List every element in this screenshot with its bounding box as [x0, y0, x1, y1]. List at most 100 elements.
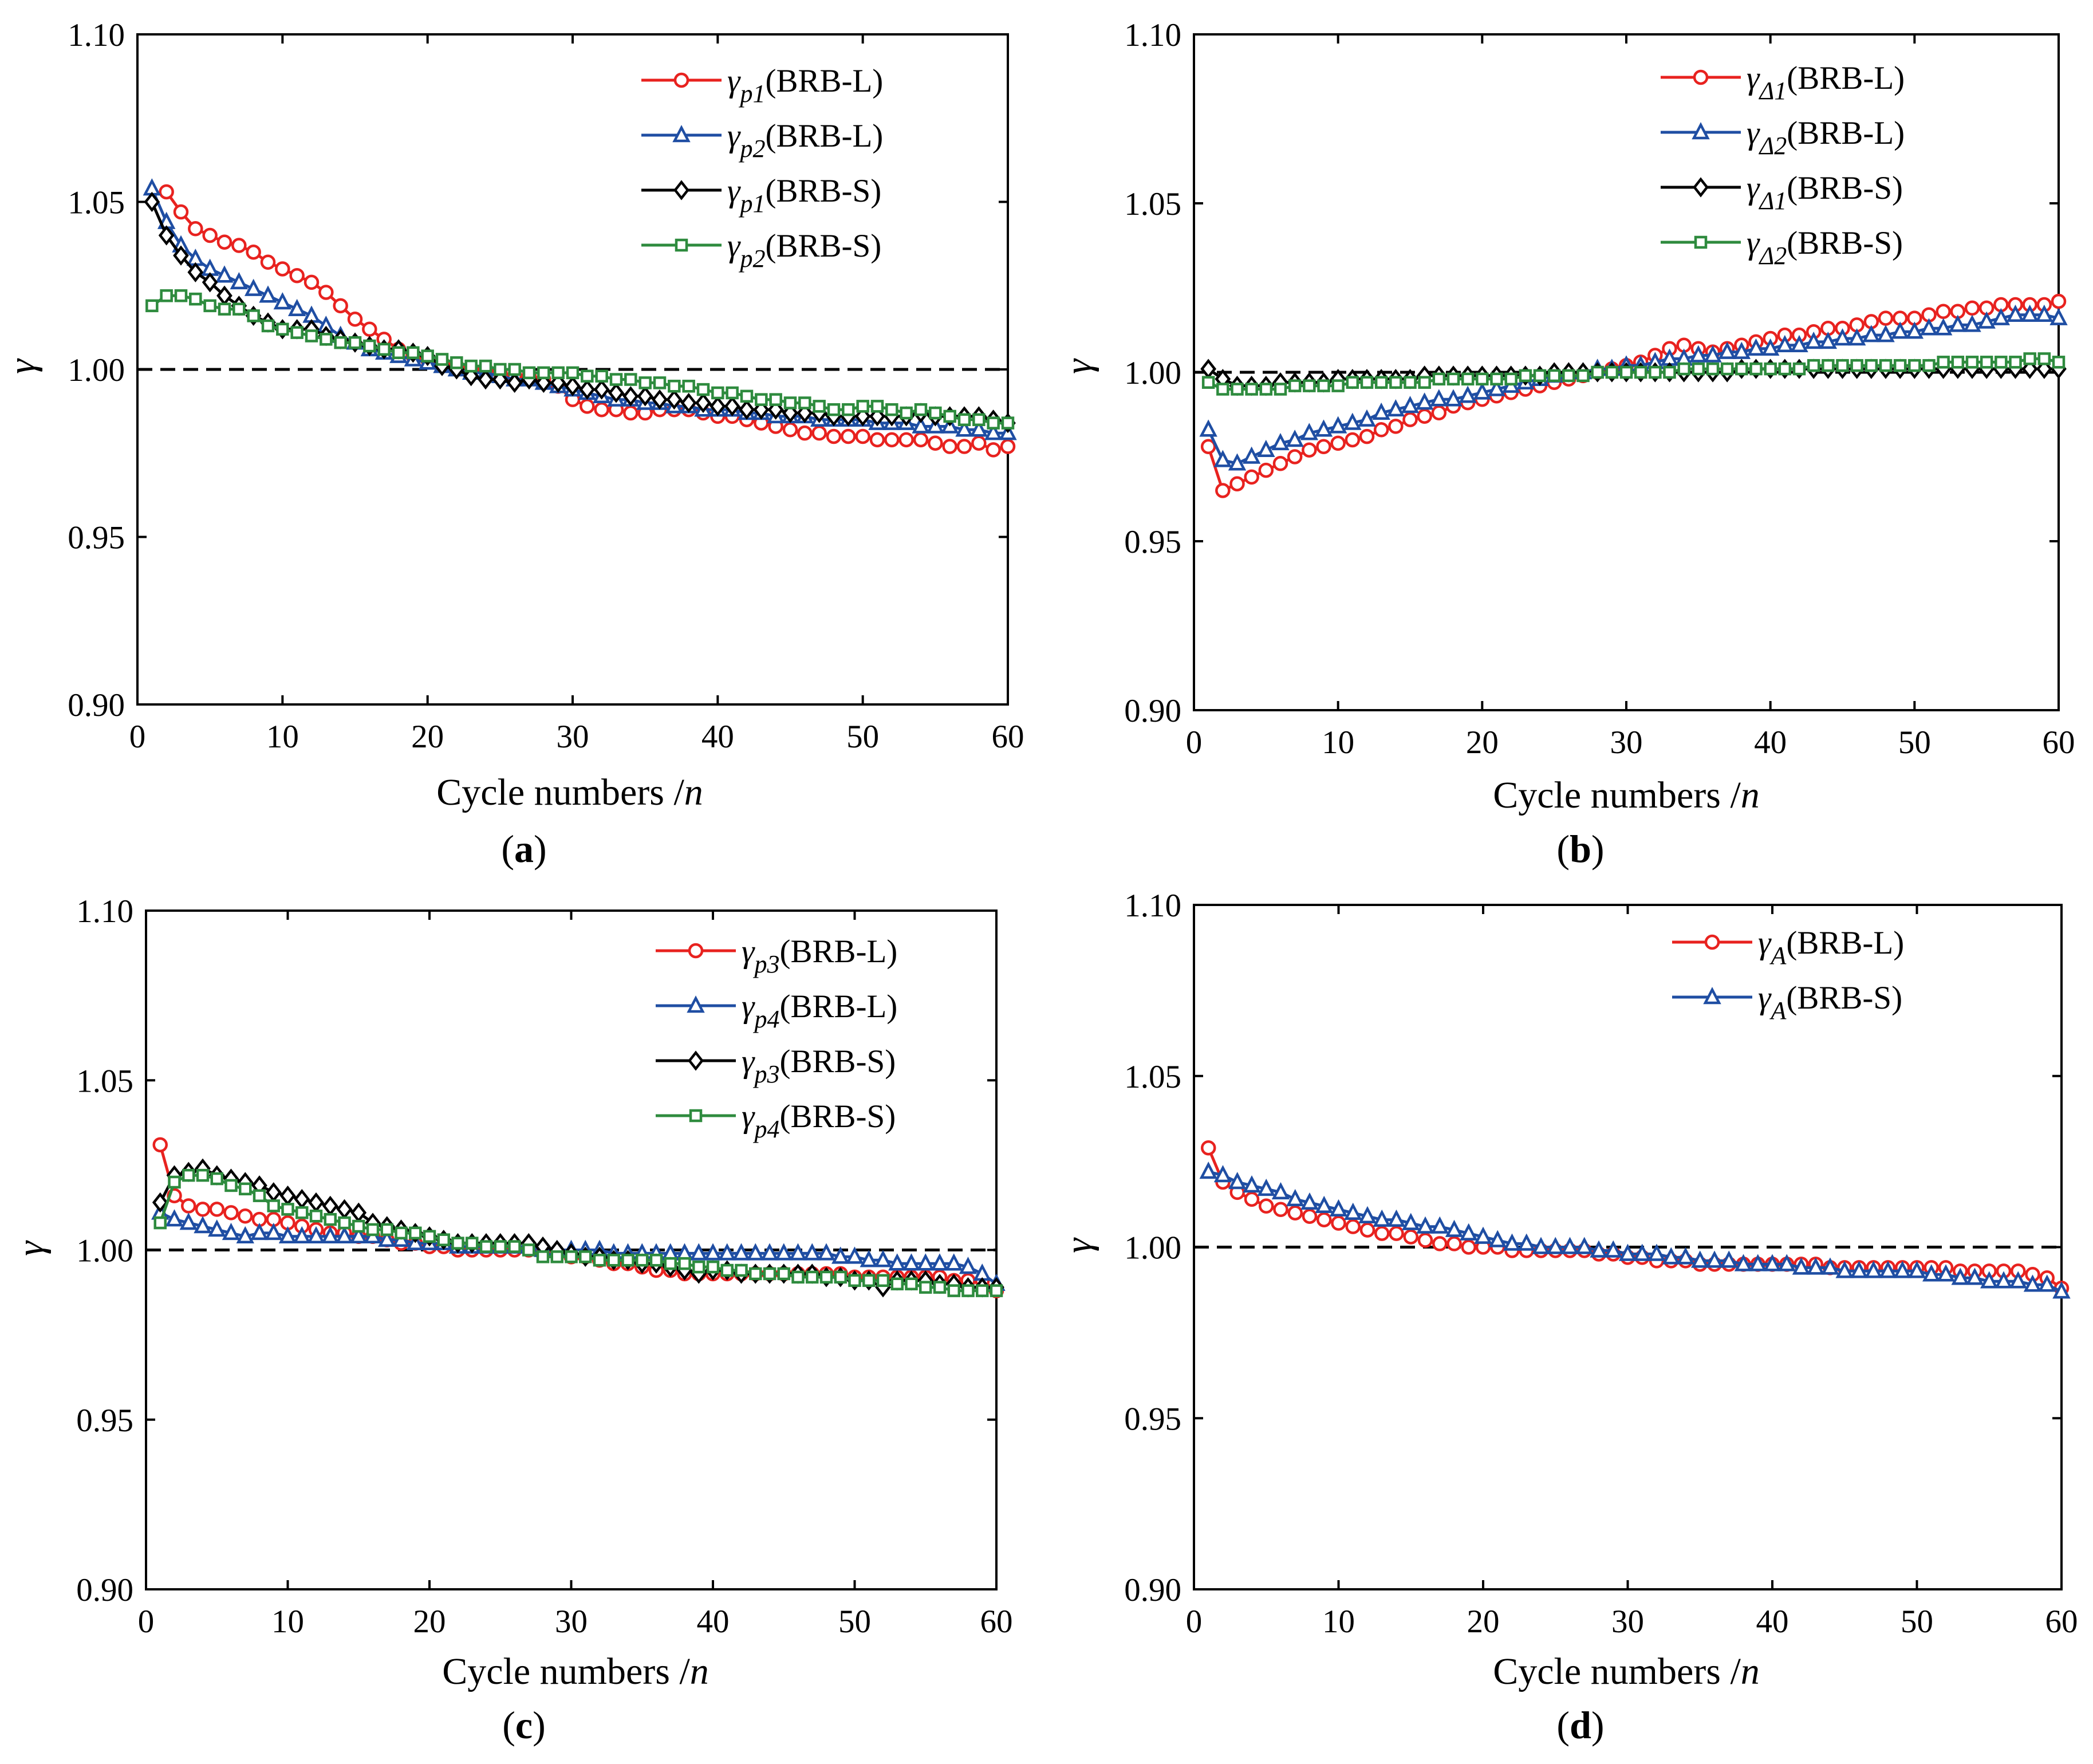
- data-point: [321, 1226, 340, 1244]
- data-point: [1476, 372, 1489, 386]
- y-tick-label: 0.90: [1124, 693, 1181, 729]
- data-point: [732, 1243, 751, 1261]
- data-point: [1358, 409, 1376, 427]
- data-point: [1634, 365, 1647, 379]
- legend-label: γA(BRB-S): [1758, 980, 1902, 1025]
- data-point: [959, 1257, 977, 1274]
- data-point: [1732, 341, 1751, 359]
- data-point: [1519, 369, 1532, 383]
- data-point: [971, 435, 987, 451]
- data-point: [1804, 332, 1823, 349]
- data-point: [933, 1281, 947, 1294]
- series-p4-brb-s: [153, 1168, 1003, 1297]
- data-point: [696, 383, 710, 396]
- data-point: [1272, 456, 1288, 471]
- data-point: [1446, 1236, 1462, 1251]
- data-point: [682, 380, 695, 393]
- data-point: [666, 389, 683, 410]
- data-point: [739, 399, 755, 420]
- data-point: [947, 1284, 960, 1297]
- data-point: [1662, 1247, 1680, 1265]
- data-point: [216, 234, 232, 250]
- chart-panel-b: γ Cycle numbers /n (b) 0 10 20 30 40 50 60 0.90…: [1058, 17, 2075, 871]
- data-point: [1878, 310, 1894, 326]
- data-point: [1316, 439, 1331, 455]
- data-point: [508, 363, 521, 376]
- data-point: [450, 356, 463, 369]
- data-point: [189, 292, 202, 306]
- data-point: [153, 1216, 167, 1230]
- y-tick-label: 1.10: [76, 893, 133, 930]
- y-tick-label: 1.10: [1124, 888, 1181, 924]
- data-point: [680, 392, 697, 414]
- data-point: [1359, 428, 1375, 444]
- data-point: [1343, 412, 1362, 430]
- data-point: [862, 1274, 876, 1287]
- data-point: [1964, 300, 1980, 316]
- data-point: [580, 399, 595, 414]
- data-point: [1288, 379, 1302, 392]
- data-point: [466, 1237, 479, 1250]
- data-point: [746, 1243, 764, 1261]
- data-point: [2006, 304, 2025, 322]
- data-point: [188, 221, 203, 237]
- data-point: [579, 1250, 592, 1263]
- data-point: [1300, 423, 1319, 440]
- x-tick-label: 20: [411, 719, 444, 755]
- data-point: [1532, 1237, 1550, 1254]
- legend-entry: γp1(BRB-L): [641, 63, 883, 108]
- data-point: [1344, 1202, 1362, 1220]
- data-point: [1430, 389, 1448, 407]
- data-point: [813, 400, 826, 413]
- data-point: [2049, 308, 2068, 325]
- data-point: [1444, 389, 1463, 407]
- data-point: [2009, 356, 2022, 369]
- y-tick-label: 1.05: [76, 1063, 133, 1099]
- data-point: [888, 1253, 906, 1271]
- data-point: [494, 1240, 507, 1253]
- data-point: [333, 298, 348, 314]
- data-point: [395, 1226, 408, 1240]
- data-point: [1417, 1233, 1433, 1248]
- legend-entry: γΔ1(BRB-S): [1661, 170, 1903, 215]
- data-point: [928, 435, 943, 451]
- data-point: [607, 1254, 620, 1267]
- x-tick-label: 60: [992, 719, 1024, 755]
- data-point: [874, 1250, 892, 1267]
- legend-entry: γp3(BRB-L): [656, 934, 897, 978]
- data-point: [2020, 304, 2039, 322]
- data-point: [1446, 372, 1460, 386]
- data-point: [1734, 1254, 1753, 1271]
- data-point: [1850, 359, 1863, 372]
- data-point: [1965, 356, 1979, 369]
- data-point: [1244, 1191, 1260, 1207]
- data-point: [1807, 359, 1820, 372]
- y-tick-label: 0.95: [68, 520, 125, 556]
- data-point: [912, 416, 930, 434]
- data-point: [290, 326, 303, 339]
- data-point: [789, 1243, 807, 1261]
- data-point: [1387, 1209, 1406, 1227]
- data-point: [1633, 1243, 1651, 1261]
- data-point: [1274, 383, 1287, 396]
- data-point: [1517, 1233, 1536, 1251]
- data-point: [1937, 1264, 1955, 1282]
- x-axis-label: Cycle numbers /n: [1493, 1651, 1760, 1692]
- data-point: [1373, 1209, 1391, 1227]
- data-point: [579, 379, 596, 400]
- data-point: [380, 1223, 393, 1237]
- data-point: [1604, 1240, 1622, 1258]
- data-point: [349, 1226, 368, 1244]
- data-point: [1401, 396, 1420, 414]
- data-point: [1749, 362, 1763, 376]
- data-point: [236, 1226, 254, 1244]
- x-tick-label: 0: [138, 1604, 155, 1640]
- data-point: [1822, 359, 1835, 372]
- data-point: [797, 425, 813, 441]
- data-point: [1562, 369, 1575, 383]
- y-tick-label: 1.05: [1124, 186, 1181, 222]
- data-point: [1490, 372, 1503, 386]
- data-point: [649, 1254, 663, 1267]
- legend-marker: [673, 180, 689, 200]
